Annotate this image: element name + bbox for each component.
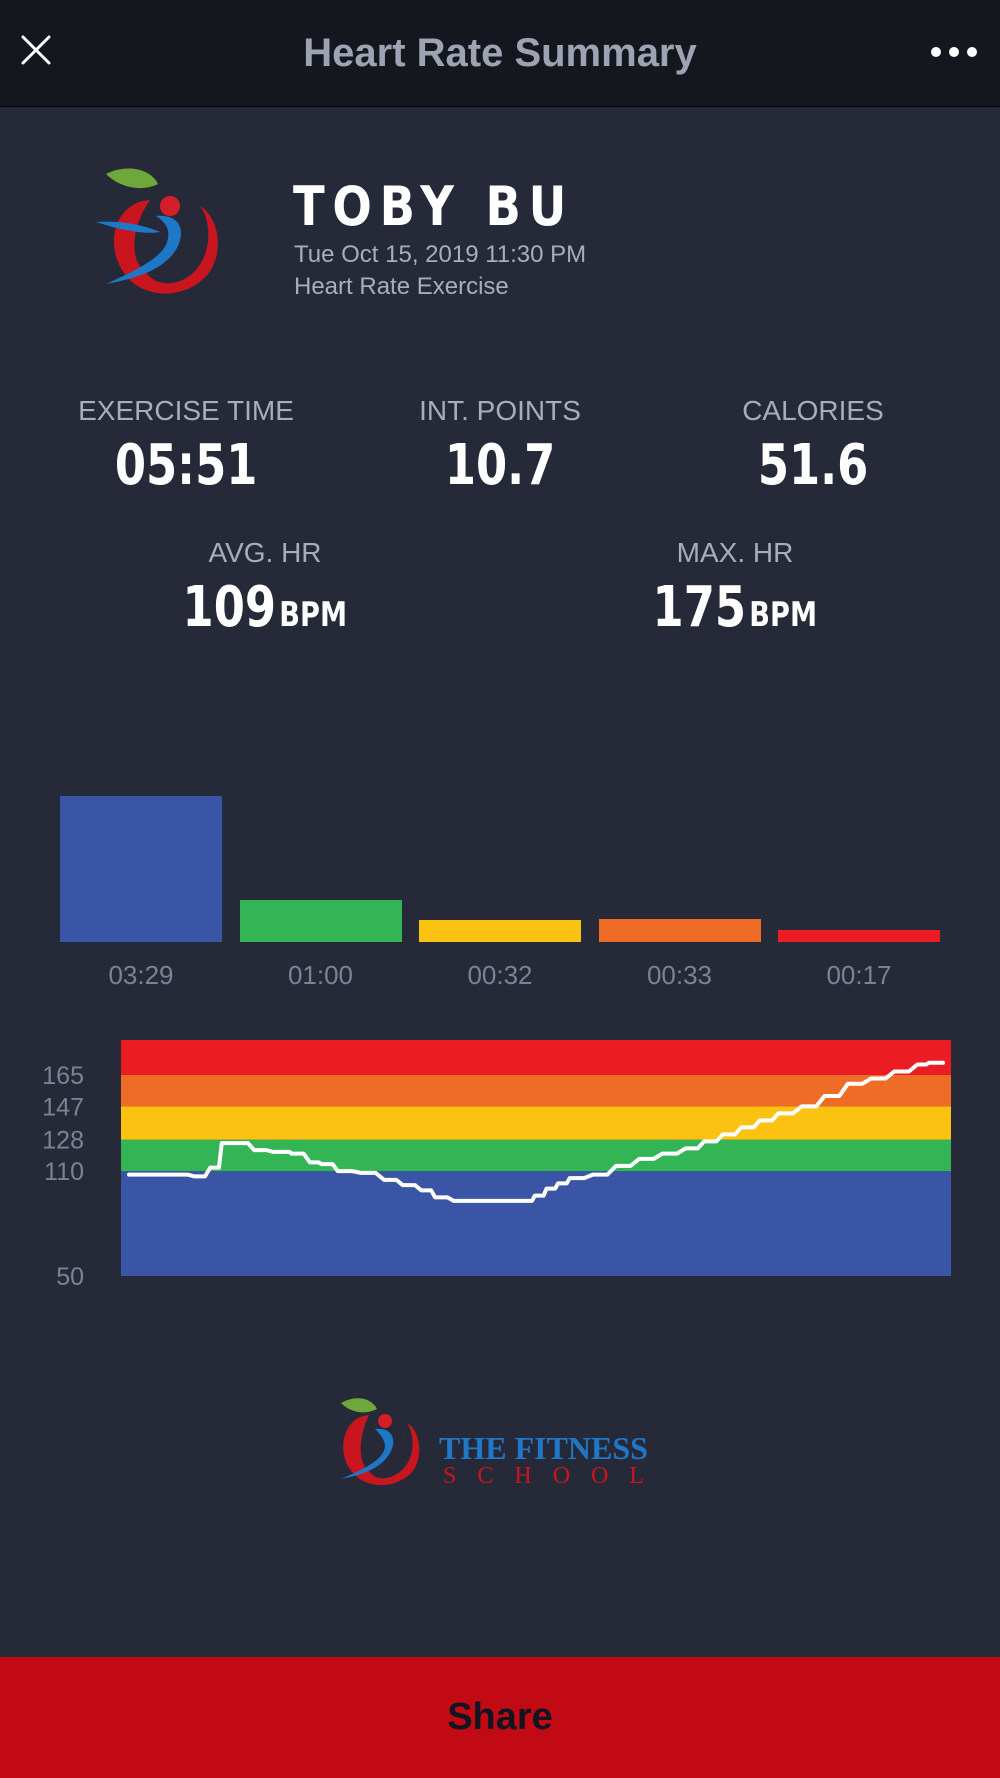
zone-bar [239, 900, 402, 942]
stat-int-points: INT. POINTS 10.7 [380, 395, 620, 498]
fitness-school-logo-icon [90, 162, 240, 312]
more-horizontal-icon [931, 47, 977, 57]
stat-exercise-time: EXERCISE TIME 05:51 [66, 395, 306, 498]
zone-bar-label: 00:32 [467, 960, 533, 990]
hr-zone-band [121, 1171, 951, 1276]
stat-label: EXERCISE TIME [78, 395, 294, 426]
stat-label: AVG. HR [208, 537, 322, 568]
stat-unit: BPM [749, 595, 818, 635]
zone-bar-label: 01:00 [287, 960, 354, 990]
stat-value: 51.6 [757, 433, 869, 498]
stat-unit: BPM [279, 595, 348, 635]
stat-number: 175 [652, 575, 747, 640]
stat-value: 10.7 [444, 433, 556, 498]
close-icon [21, 35, 51, 65]
share-button[interactable]: Share [0, 1657, 1000, 1778]
y-tick-label: 147 [42, 1093, 84, 1121]
stat-number: 109 [182, 575, 277, 640]
hr-zone-band [121, 1106, 951, 1140]
stat-value: 109BPM [183, 575, 347, 640]
stat-label: CALORIES [742, 395, 884, 426]
stat-label: INT. POINTS [419, 395, 581, 426]
zone-bar [419, 919, 581, 942]
hr-zone-band [121, 1074, 951, 1107]
y-tick-label: 165 [42, 1062, 84, 1090]
stat-value: 05:51 [114, 433, 258, 498]
zone-bar [778, 930, 940, 942]
zone-time-bar-chart: 03:29 01:00 00:32 00:33 00:17 [0, 780, 1000, 1000]
user-name: TOBY BU [293, 175, 575, 238]
zone-bar-label: 00:17 [826, 960, 892, 990]
stat-avg-hr: AVG. HR 109BPM [145, 537, 385, 640]
stat-calories: CALORIES 51.6 [693, 395, 933, 498]
brand-name-line2: SCHOOL [443, 1463, 665, 1489]
hr-zone-band [121, 1139, 951, 1172]
zone-bar-label: 03:29 [108, 960, 174, 990]
hr-zone-band [121, 1040, 951, 1075]
close-button[interactable] [18, 32, 54, 68]
activity-type: Heart Rate Exercise [294, 273, 509, 300]
more-options-button[interactable] [930, 44, 978, 60]
zone-bar [598, 918, 761, 942]
page-title: Heart Rate Summary [303, 31, 697, 75]
stat-value: 175BPM [653, 575, 817, 640]
y-tick-label: 128 [42, 1127, 84, 1155]
y-tick-label: 50 [56, 1263, 84, 1291]
top-app-bar: Heart Rate Summary [0, 0, 1000, 107]
brand-name-line1: THE FITNESS [439, 1430, 648, 1466]
zone-bar-label: 00:33 [646, 960, 713, 990]
zone-bar [60, 796, 222, 942]
heart-rate-line-chart: 165 147 128 110 50 [42, 1040, 951, 1291]
hr-line [127, 1060, 945, 1203]
stat-max-hr: MAX. HR 175BPM [615, 537, 855, 640]
session-datetime: Tue Oct 15, 2019 11:30 PM [294, 241, 587, 268]
fitness-school-logo-icon [341, 1398, 420, 1486]
y-tick-label: 110 [44, 1158, 84, 1186]
brand-logo: THE FITNESS SCHOOL [335, 1395, 665, 1495]
stat-label: MAX. HR [676, 537, 794, 568]
